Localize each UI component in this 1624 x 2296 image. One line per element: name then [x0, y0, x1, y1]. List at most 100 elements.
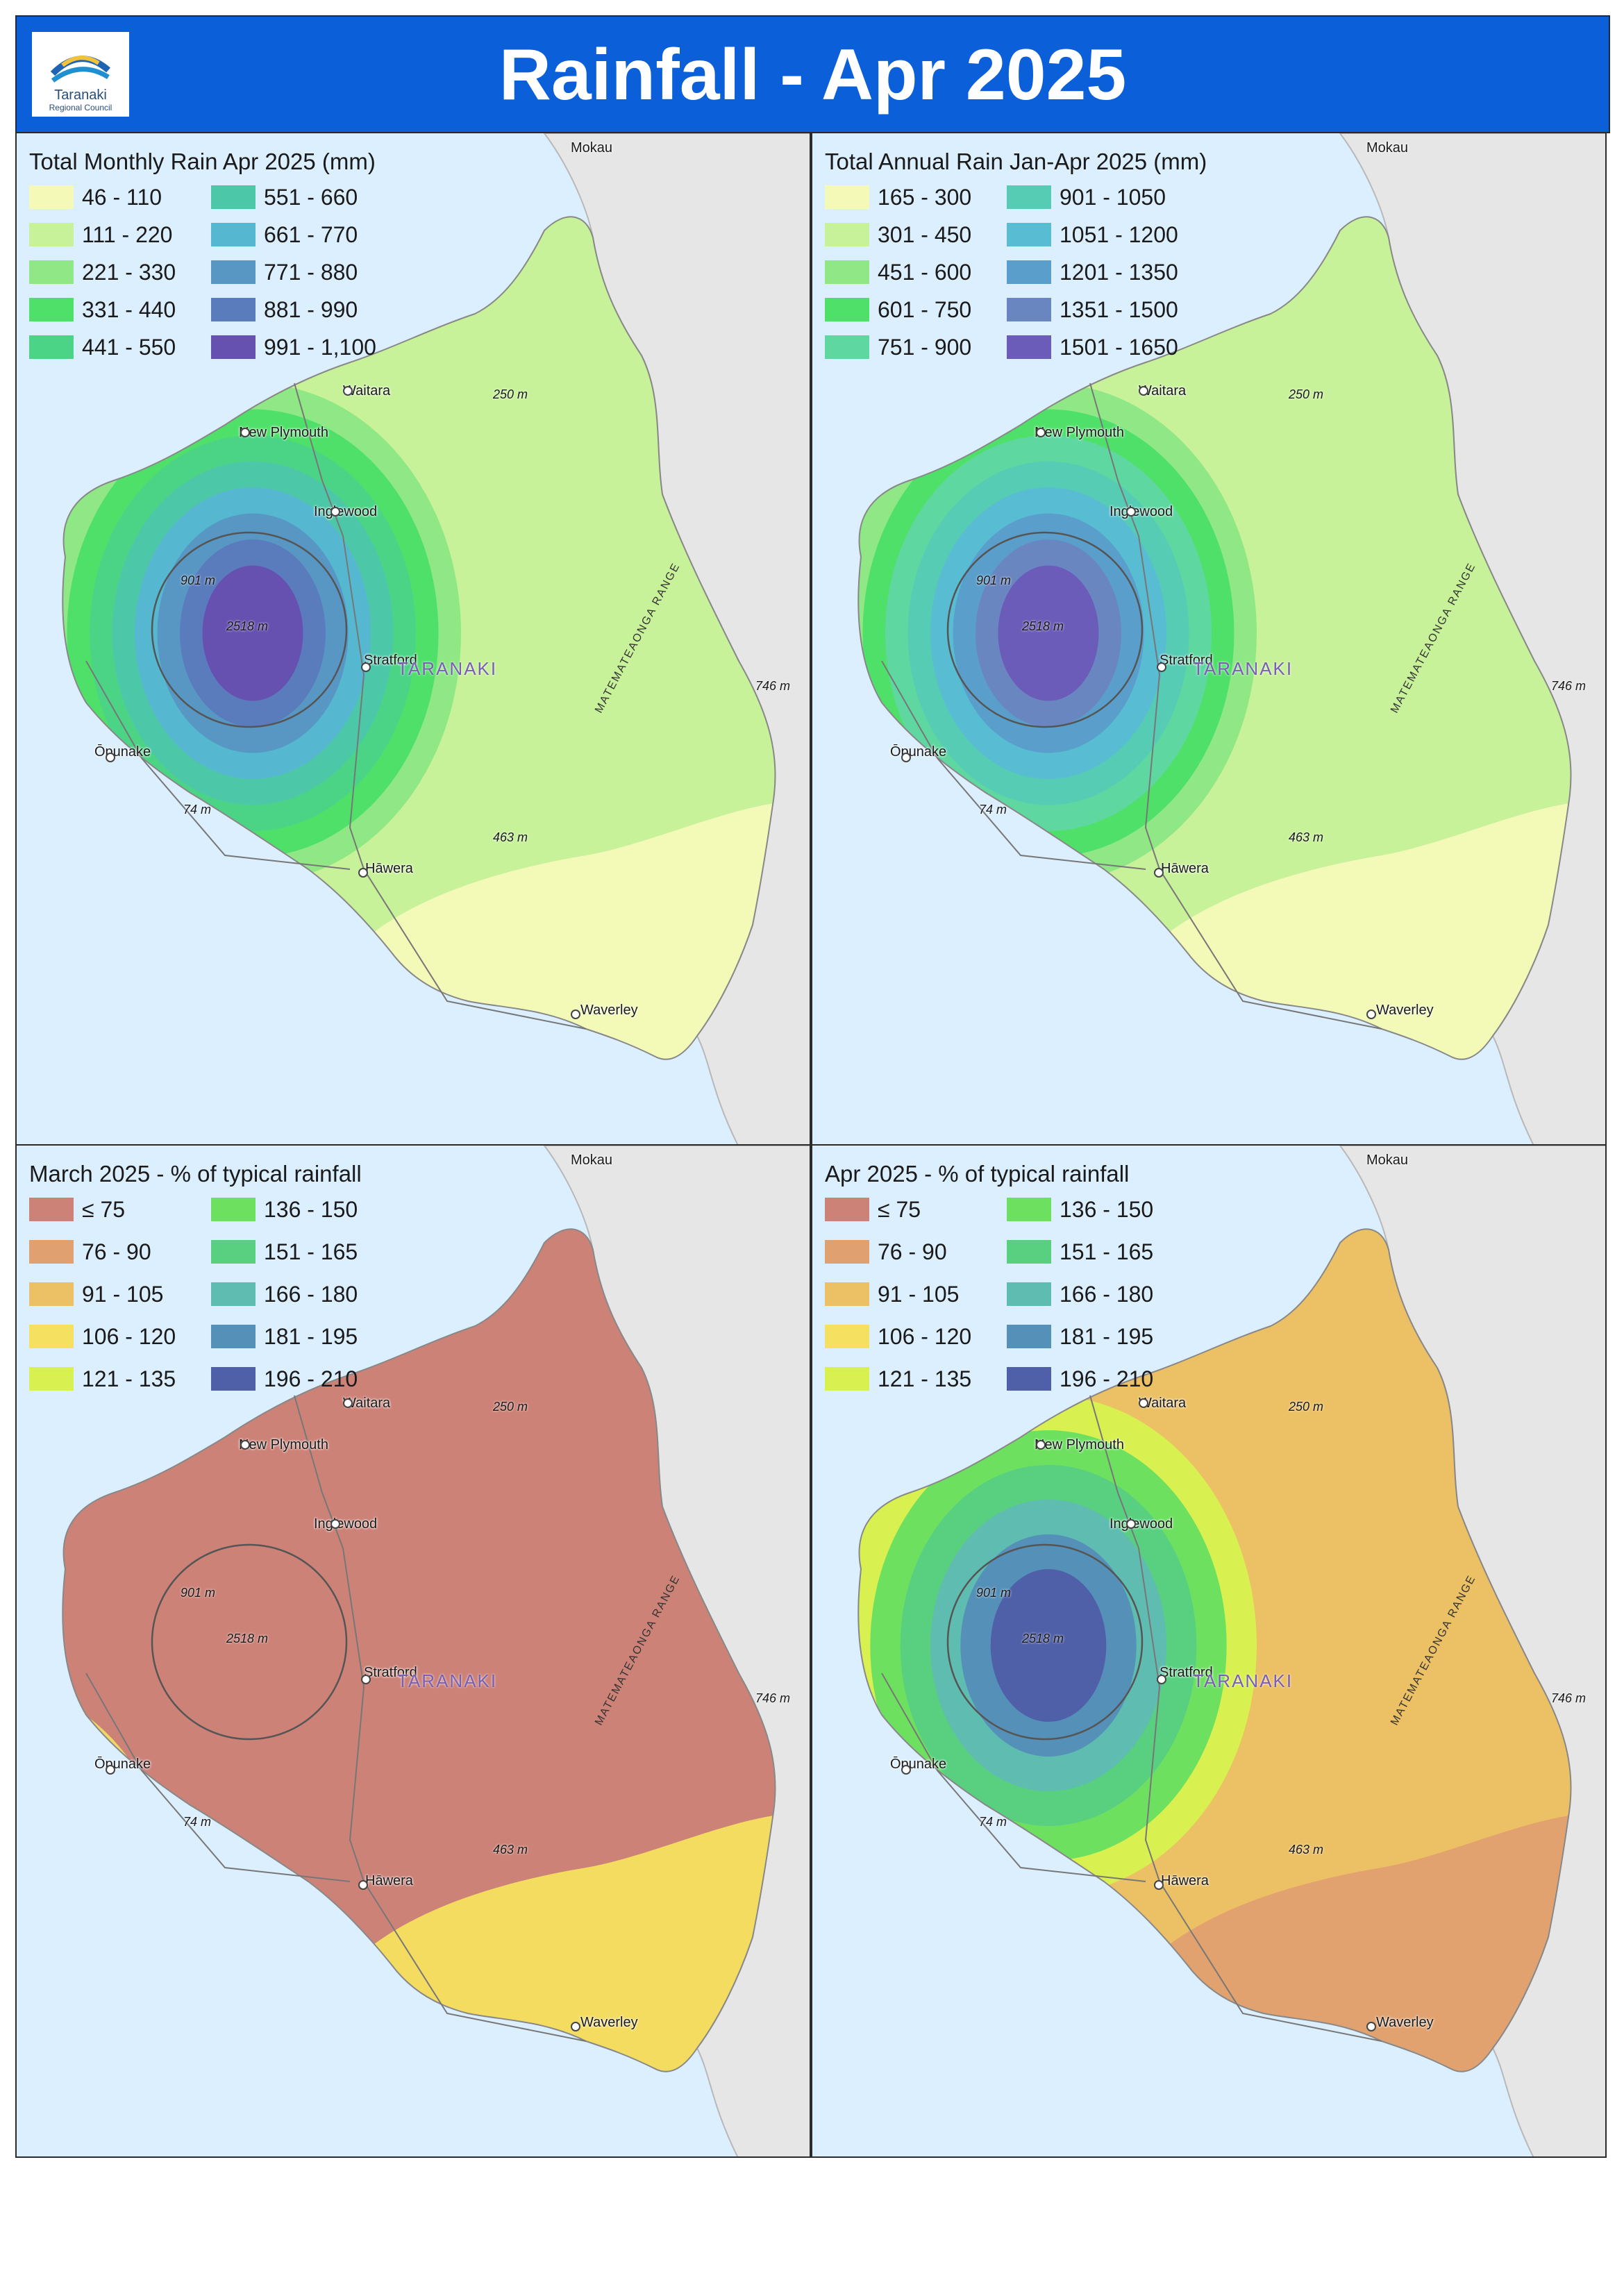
town-marker — [901, 1765, 911, 1775]
page-title: Rainfall - Apr 2025 — [499, 35, 1127, 115]
elevation-250: 250 m — [1289, 387, 1324, 401]
southern-rain-band — [1090, 1812, 1571, 2072]
national-park-boundary — [151, 1543, 348, 1741]
legend-item: ≤ 75 — [29, 1194, 125, 1225]
town-marker — [1036, 1440, 1046, 1450]
legend-swatch — [211, 1367, 256, 1391]
legend-item: 91 - 105 — [29, 1279, 163, 1309]
place-label-stratford: Stratford — [364, 1665, 417, 1680]
legend-swatch — [29, 298, 74, 321]
elevation-901: 901 m — [976, 1586, 1012, 1600]
place-label-new-plymouth: New Plymouth — [1035, 1437, 1124, 1452]
legend-label: 301 - 450 — [878, 221, 972, 247]
legend-label: 751 - 900 — [878, 334, 972, 360]
elevation-74: 74 m — [979, 803, 1007, 816]
elevation-746: 746 m — [1551, 1691, 1587, 1705]
state-highway — [85, 1395, 587, 2042]
region-label-taranaki: TARANAKI — [397, 658, 498, 679]
legend-item: 196 - 210 — [1007, 1364, 1153, 1394]
legend-swatch — [211, 223, 256, 246]
town-marker — [1126, 1519, 1136, 1529]
legend-swatch — [29, 335, 74, 359]
legend-swatch — [29, 185, 74, 209]
place-label-mokau: Mokau — [1366, 1153, 1409, 1168]
legend-title: March 2025 - % of typical rainfall — [29, 1161, 362, 1187]
town-marker — [1126, 507, 1136, 517]
legend-item: 451 - 600 — [825, 257, 971, 287]
legend-item: 165 - 300 — [825, 182, 971, 212]
legend-swatch — [29, 1198, 74, 1221]
legend-swatch — [211, 1325, 256, 1348]
town-marker — [106, 1765, 115, 1775]
legend-label: 991 - 1,100 — [264, 334, 376, 360]
region-label-taranaki: TARANAKI — [397, 1670, 498, 1691]
legend-label: 601 - 750 — [878, 296, 972, 322]
legend-swatch — [211, 260, 256, 284]
place-label-waverley: Waverley — [580, 2015, 638, 2030]
town-marker — [240, 1440, 250, 1450]
legend-item: 121 - 135 — [825, 1364, 971, 1394]
place-label-opunake: Ōpunake — [94, 1757, 151, 1772]
elevation-901: 901 m — [181, 573, 216, 587]
region-outline — [857, 216, 1572, 1060]
place-label-new-plymouth: New Plymouth — [239, 425, 328, 440]
legend-item: 881 - 990 — [211, 294, 358, 325]
legend-label: 1351 - 1500 — [1060, 296, 1178, 322]
national-park-boundary — [151, 531, 348, 728]
legend-label: 181 - 195 — [1060, 1323, 1154, 1349]
rain-contour-band — [990, 1569, 1107, 1722]
elevation-2518: 2518 m — [1022, 619, 1064, 633]
logo: Taranaki Regional Council — [32, 32, 129, 117]
legend-swatch — [211, 335, 256, 359]
place-label-new-plymouth: New Plymouth — [239, 1437, 328, 1452]
legend-swatch — [825, 1282, 869, 1306]
national-park-boundary — [946, 1543, 1144, 1741]
legend-item: 151 - 165 — [1007, 1237, 1153, 1267]
legend-label: 151 - 165 — [264, 1239, 358, 1264]
legend-label: 1051 - 1200 — [1060, 221, 1178, 247]
southern-rain-band — [1090, 800, 1571, 1059]
place-label-mokau: Mokau — [571, 1153, 613, 1168]
legend-swatch — [1007, 223, 1051, 246]
elevation-463: 463 m — [493, 1843, 528, 1857]
legend-label: 181 - 195 — [264, 1323, 358, 1349]
elevation-901: 901 m — [181, 1586, 216, 1600]
place-label-hawera: Hāwera — [1161, 1873, 1209, 1888]
legend-swatch — [825, 1325, 869, 1348]
town-marker — [571, 1009, 580, 1019]
legend-label: 166 - 180 — [264, 1281, 358, 1307]
elevation-746: 746 m — [1551, 679, 1587, 693]
state-highway — [881, 1395, 1382, 2042]
place-label-inglewood: Inglewood — [314, 504, 378, 519]
legend-label: 106 - 120 — [82, 1323, 176, 1349]
legend-item: 661 - 770 — [211, 219, 358, 250]
legend-item: 1201 - 1350 — [1007, 257, 1178, 287]
place-label-inglewood: Inglewood — [314, 1516, 378, 1532]
legend-item: 601 - 750 — [825, 294, 971, 325]
legend-label: ≤ 75 — [82, 1196, 126, 1222]
legend-label: 91 - 105 — [82, 1281, 164, 1307]
legend-swatch — [211, 1282, 256, 1306]
legend-swatch — [1007, 298, 1051, 321]
legend-label: 165 - 300 — [878, 184, 972, 210]
legend-item: 221 - 330 — [29, 257, 176, 287]
town-marker — [1036, 428, 1046, 437]
state-highway — [881, 383, 1382, 1030]
town-marker — [1157, 1675, 1166, 1684]
elevation-746: 746 m — [755, 1691, 791, 1705]
legend-swatch — [825, 185, 869, 209]
place-label-opunake: Ōpunake — [94, 744, 151, 760]
legend-title: Total Monthly Rain Apr 2025 (mm) — [29, 149, 376, 174]
region-label-taranaki: TARANAKI — [1193, 1670, 1294, 1691]
region-outline — [62, 216, 776, 1060]
town-marker — [1157, 662, 1166, 672]
town-marker — [330, 1519, 340, 1529]
legend-item: 106 - 120 — [29, 1321, 176, 1352]
legend-swatch — [825, 335, 869, 359]
legend-item: 166 - 180 — [211, 1279, 358, 1309]
legend-label: 76 - 90 — [878, 1239, 947, 1264]
legend-swatch — [825, 260, 869, 284]
town-marker — [361, 1675, 371, 1684]
legend-swatch — [825, 1198, 869, 1221]
place-label-waverley: Waverley — [1376, 2015, 1434, 2030]
